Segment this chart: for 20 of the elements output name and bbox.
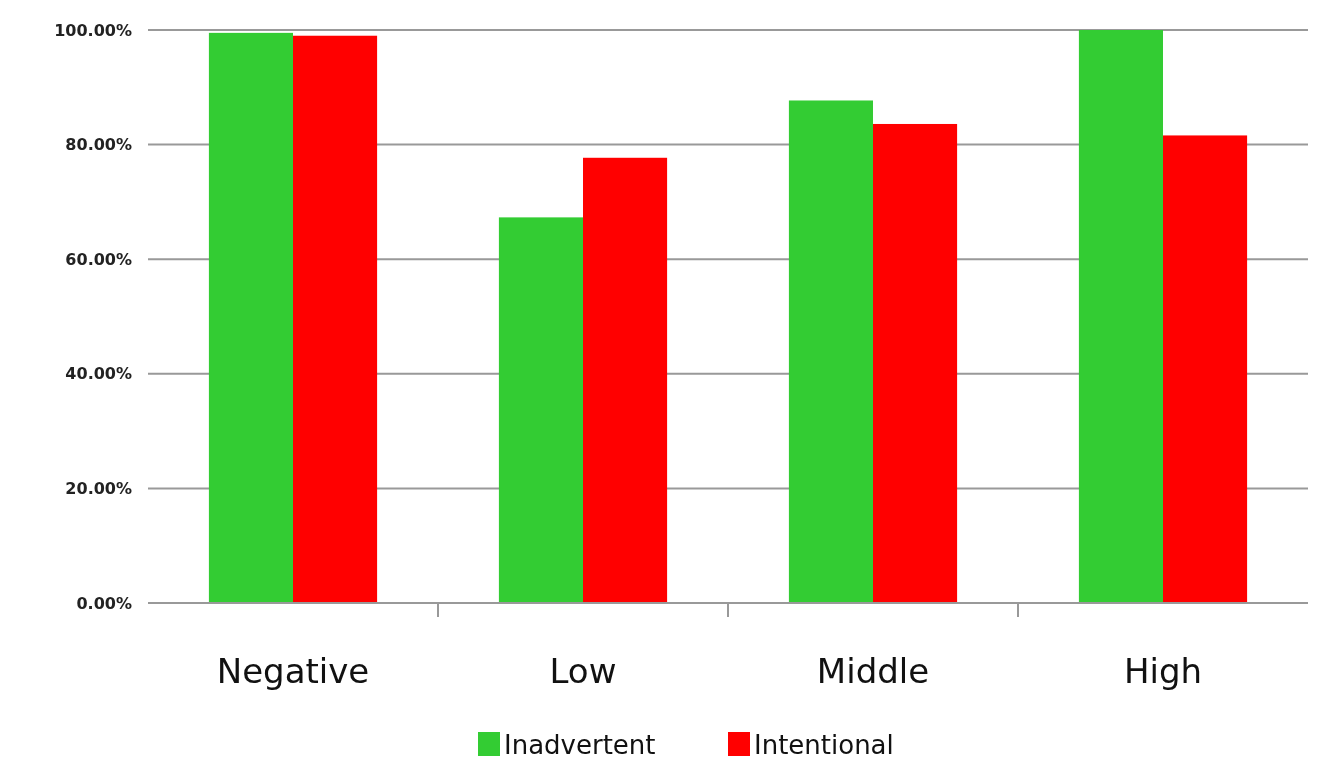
y-tick-label: 20.00%: [65, 479, 132, 498]
x-tick-label: Low: [549, 651, 617, 691]
y-tick-label: 0.00%: [76, 593, 132, 613]
legend-label: Intentional: [754, 730, 894, 760]
x-tick-label: Negative: [216, 651, 370, 691]
y-tick-label: 100.00%: [54, 20, 132, 40]
bar: [1163, 135, 1248, 603]
y-tick-label: 40.00%: [65, 364, 132, 384]
bar: [498, 217, 583, 603]
legend-label: Inadvertent: [504, 730, 656, 760]
bar: [583, 157, 668, 603]
x-tick-label: High: [1123, 651, 1203, 691]
y-tick-label: 80.00%: [65, 135, 132, 155]
bar: [208, 32, 293, 603]
bar: [873, 123, 958, 603]
bar: [293, 35, 378, 603]
y-tick-label: 60.00%: [65, 249, 132, 269]
x-tick-label: Middle: [816, 651, 930, 691]
bar: [788, 100, 873, 603]
bar: [1078, 30, 1163, 603]
